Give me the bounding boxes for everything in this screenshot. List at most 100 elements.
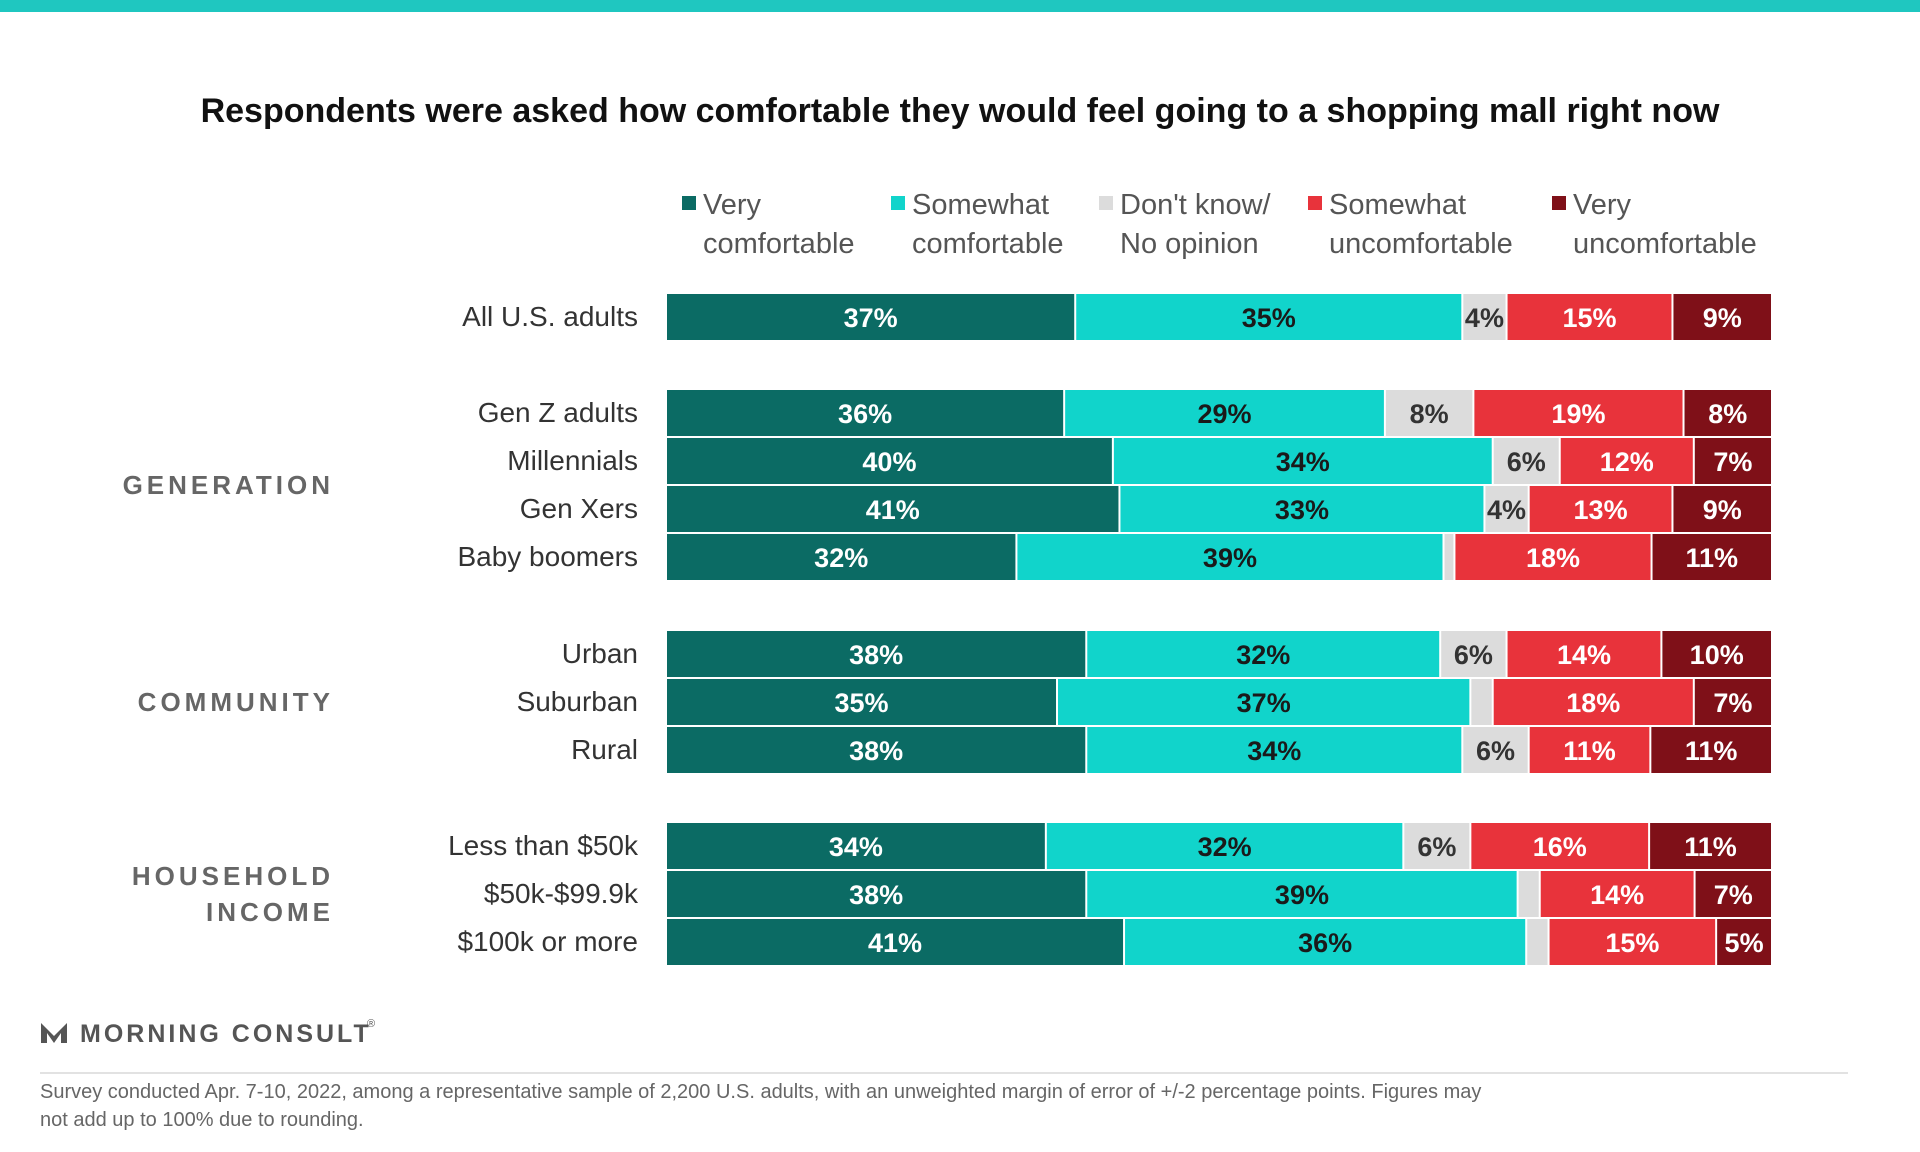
top-accent-bar [0, 0, 1920, 12]
row-labels: All U.S. adults Gen Z adults Millennials Ge… [448, 301, 639, 957]
bar-segment-suburban-very-uncomfortable [1694, 679, 1771, 725]
bar-segment-urban-very-comfortable [667, 631, 1086, 677]
bar-segment-100k-or-more-very-uncomfortable [1717, 919, 1771, 965]
bar-segment-urban-don-t-know-no-opinion [1441, 631, 1506, 677]
bar-segment-millennials-don-t-know-no-opinion [1493, 438, 1559, 484]
bar-segment-millennials-somewhat-uncomfortable [1560, 438, 1693, 484]
bar-segment-50k-99-9k-somewhat-uncomfortable [1540, 871, 1694, 917]
bar-segment-all-u-s-adults-somewhat-comfortable [1076, 294, 1462, 340]
bar-label-100k-or-more-somewhat-comfortable: 36% [1298, 928, 1352, 958]
bar-label-all-u-s-adults-don-t-know-no-opinion: 4% [1465, 303, 1504, 333]
bar-label-rural-don-t-know-no-opinion: 6% [1476, 736, 1515, 766]
bar-label-gen-z-adults-somewhat-uncomfortable: 19% [1551, 399, 1605, 429]
group-labels: GENERATION COMMUNITY HOUSEHOLD INCOME [123, 470, 334, 927]
bar-labels: 37% 35% 4% 15% 9% 36% 29% 8% 19% 8% 40% 34% 6% 12% 7% 4… [814, 303, 1763, 958]
bar-segment-less-than-50k-very-comfortable [667, 823, 1045, 869]
bar-segment-gen-z-adults-very-comfortable [667, 390, 1064, 436]
bar-segment-baby-boomers-don-t-know-no-opinion [1444, 534, 1454, 580]
bar-segment-gen-z-adults-don-t-know-no-opinion [1385, 390, 1473, 436]
row-label-gen-xers: Gen Xers [520, 493, 638, 524]
bar-label-gen-xers-don-t-know-no-opinion: 4% [1487, 495, 1526, 525]
legend-label-very-uncomfortable: Very [1573, 189, 1632, 221]
legend-label-somewhat-comfortable: comfortable [912, 228, 1064, 260]
bar-label-rural-very-uncomfortable: 11% [1685, 736, 1738, 766]
bar-segment-100k-or-more-don-t-know-no-opinion [1527, 919, 1548, 965]
bar-label-gen-z-adults-don-t-know-no-opinion: 8% [1410, 399, 1449, 429]
bar-segment-all-u-s-adults-somewhat-uncomfortable [1507, 294, 1672, 340]
bar-segment-50k-99-9k-somewhat-comfortable [1087, 871, 1517, 917]
bar-label-100k-or-more-very-uncomfortable: 5% [1725, 928, 1764, 958]
legend-label-very-comfortable: comfortable [703, 228, 855, 260]
bar-label-less-than-50k-very-uncomfortable: 11% [1684, 832, 1737, 862]
bar-label-gen-xers-somewhat-comfortable: 33% [1275, 495, 1329, 525]
bar-segment-rural-somewhat-comfortable [1087, 727, 1462, 773]
legend: Very comfortable Somewhat comfortable Don't … [682, 189, 1757, 260]
legend-label-somewhat-uncomfortable: Somewhat [1329, 189, 1466, 221]
row-label-50k-99-9k: $50k-$99.9k [484, 878, 639, 909]
bar-label-rural-somewhat-uncomfortable: 11% [1563, 736, 1616, 766]
bar-label-millennials-very-comfortable: 40% [862, 447, 916, 477]
bar-label-less-than-50k-somewhat-comfortable: 32% [1198, 832, 1252, 862]
brand-logo: MORNING CONSULT ® [41, 1018, 375, 1048]
bar-label-urban-very-comfortable: 38% [849, 640, 903, 670]
legend-label-somewhat-uncomfortable: uncomfortable [1329, 228, 1513, 260]
bar-segment-gen-xers-don-t-know-no-opinion [1485, 486, 1528, 532]
morning-consult-m-icon [41, 1023, 67, 1043]
bar-segment-urban-somewhat-comfortable [1087, 631, 1440, 677]
bar-segment-rural-don-t-know-no-opinion [1463, 727, 1528, 773]
row-label-millennials: Millennials [507, 445, 638, 476]
bar-label-50k-99-9k-very-uncomfortable: 7% [1714, 880, 1753, 910]
bar-label-baby-boomers-very-uncomfortable: 11% [1685, 543, 1738, 573]
bar-label-rural-somewhat-comfortable: 34% [1247, 736, 1301, 766]
bar-segment-all-u-s-adults-very-uncomfortable [1673, 294, 1771, 340]
legend-label-somewhat-comfortable: Somewhat [912, 189, 1049, 221]
brand-name: MORNING CONSULT [80, 1020, 372, 1048]
bar-label-urban-very-uncomfortable: 10% [1690, 640, 1744, 670]
row-label-suburban: Suburban [517, 686, 638, 717]
legend-swatch-don-t-know-no-opinion [1099, 196, 1113, 210]
bar-label-millennials-somewhat-uncomfortable: 12% [1600, 447, 1654, 477]
bar-label-suburban-somewhat-uncomfortable: 18% [1566, 688, 1620, 718]
bar-segment-50k-99-9k-very-comfortable [667, 871, 1086, 917]
bar-label-50k-99-9k-very-comfortable: 38% [849, 880, 903, 910]
bar-label-baby-boomers-very-comfortable: 32% [814, 543, 868, 573]
bar-label-gen-z-adults-very-comfortable: 36% [838, 399, 892, 429]
bar-segment-gen-z-adults-very-uncomfortable [1684, 390, 1771, 436]
bar-segment-millennials-very-uncomfortable [1694, 438, 1771, 484]
bar-label-gen-z-adults-somewhat-comfortable: 29% [1198, 399, 1252, 429]
legend-label-very-uncomfortable: uncomfortable [1573, 228, 1757, 260]
row-label-rural: Rural [571, 734, 638, 765]
bar-label-less-than-50k-somewhat-uncomfortable: 16% [1533, 832, 1587, 862]
bar-label-suburban-very-comfortable: 35% [834, 688, 888, 718]
bar-label-100k-or-more-very-comfortable: 41% [868, 928, 922, 958]
bar-segment-rural-very-comfortable [667, 727, 1086, 773]
bar-label-millennials-very-uncomfortable: 7% [1713, 447, 1752, 477]
row-label-urban: Urban [562, 638, 638, 669]
bar-label-all-u-s-adults-somewhat-comfortable: 35% [1242, 303, 1296, 333]
bar-label-millennials-don-t-know-no-opinion: 6% [1507, 447, 1546, 477]
bar-segment-50k-99-9k-don-t-know-no-opinion [1518, 871, 1539, 917]
legend-swatch-very-uncomfortable [1552, 196, 1566, 210]
legend-swatch-somewhat-comfortable [891, 196, 905, 210]
bar-label-gen-xers-somewhat-uncomfortable: 13% [1574, 495, 1628, 525]
bar-segment-baby-boomers-very-comfortable [667, 534, 1016, 580]
bar-label-less-than-50k-very-comfortable: 34% [829, 832, 883, 862]
bar-label-100k-or-more-somewhat-uncomfortable: 15% [1605, 928, 1659, 958]
bar-segment-less-than-50k-don-t-know-no-opinion [1404, 823, 1470, 869]
bar-label-baby-boomers-somewhat-comfortable: 39% [1203, 543, 1257, 573]
bar-label-urban-somewhat-uncomfortable: 14% [1557, 640, 1611, 670]
group-label-income: INCOME [206, 897, 334, 927]
group-label-community: COMMUNITY [138, 687, 334, 717]
bar-label-all-u-s-adults-very-comfortable: 37% [844, 303, 898, 333]
row-label-gen-z-adults: Gen Z adults [478, 397, 638, 428]
bar-segment-gen-xers-very-uncomfortable [1673, 486, 1771, 532]
bar-segment-gen-xers-very-comfortable [667, 486, 1119, 532]
bar-label-suburban-somewhat-comfortable: 37% [1237, 688, 1291, 718]
bar-segment-less-than-50k-somewhat-uncomfortable [1471, 823, 1649, 869]
bar-segment-rural-very-uncomfortable [1651, 727, 1771, 773]
footnote-line-2: not add up to 100% due to rounding. [40, 1109, 364, 1131]
bar-label-gen-z-adults-very-uncomfortable: 8% [1708, 399, 1747, 429]
bar-segment-gen-xers-somewhat-comfortable [1120, 486, 1484, 532]
bar-segment-less-than-50k-somewhat-comfortable [1046, 823, 1403, 869]
bar-label-urban-don-t-know-no-opinion: 6% [1454, 640, 1493, 670]
